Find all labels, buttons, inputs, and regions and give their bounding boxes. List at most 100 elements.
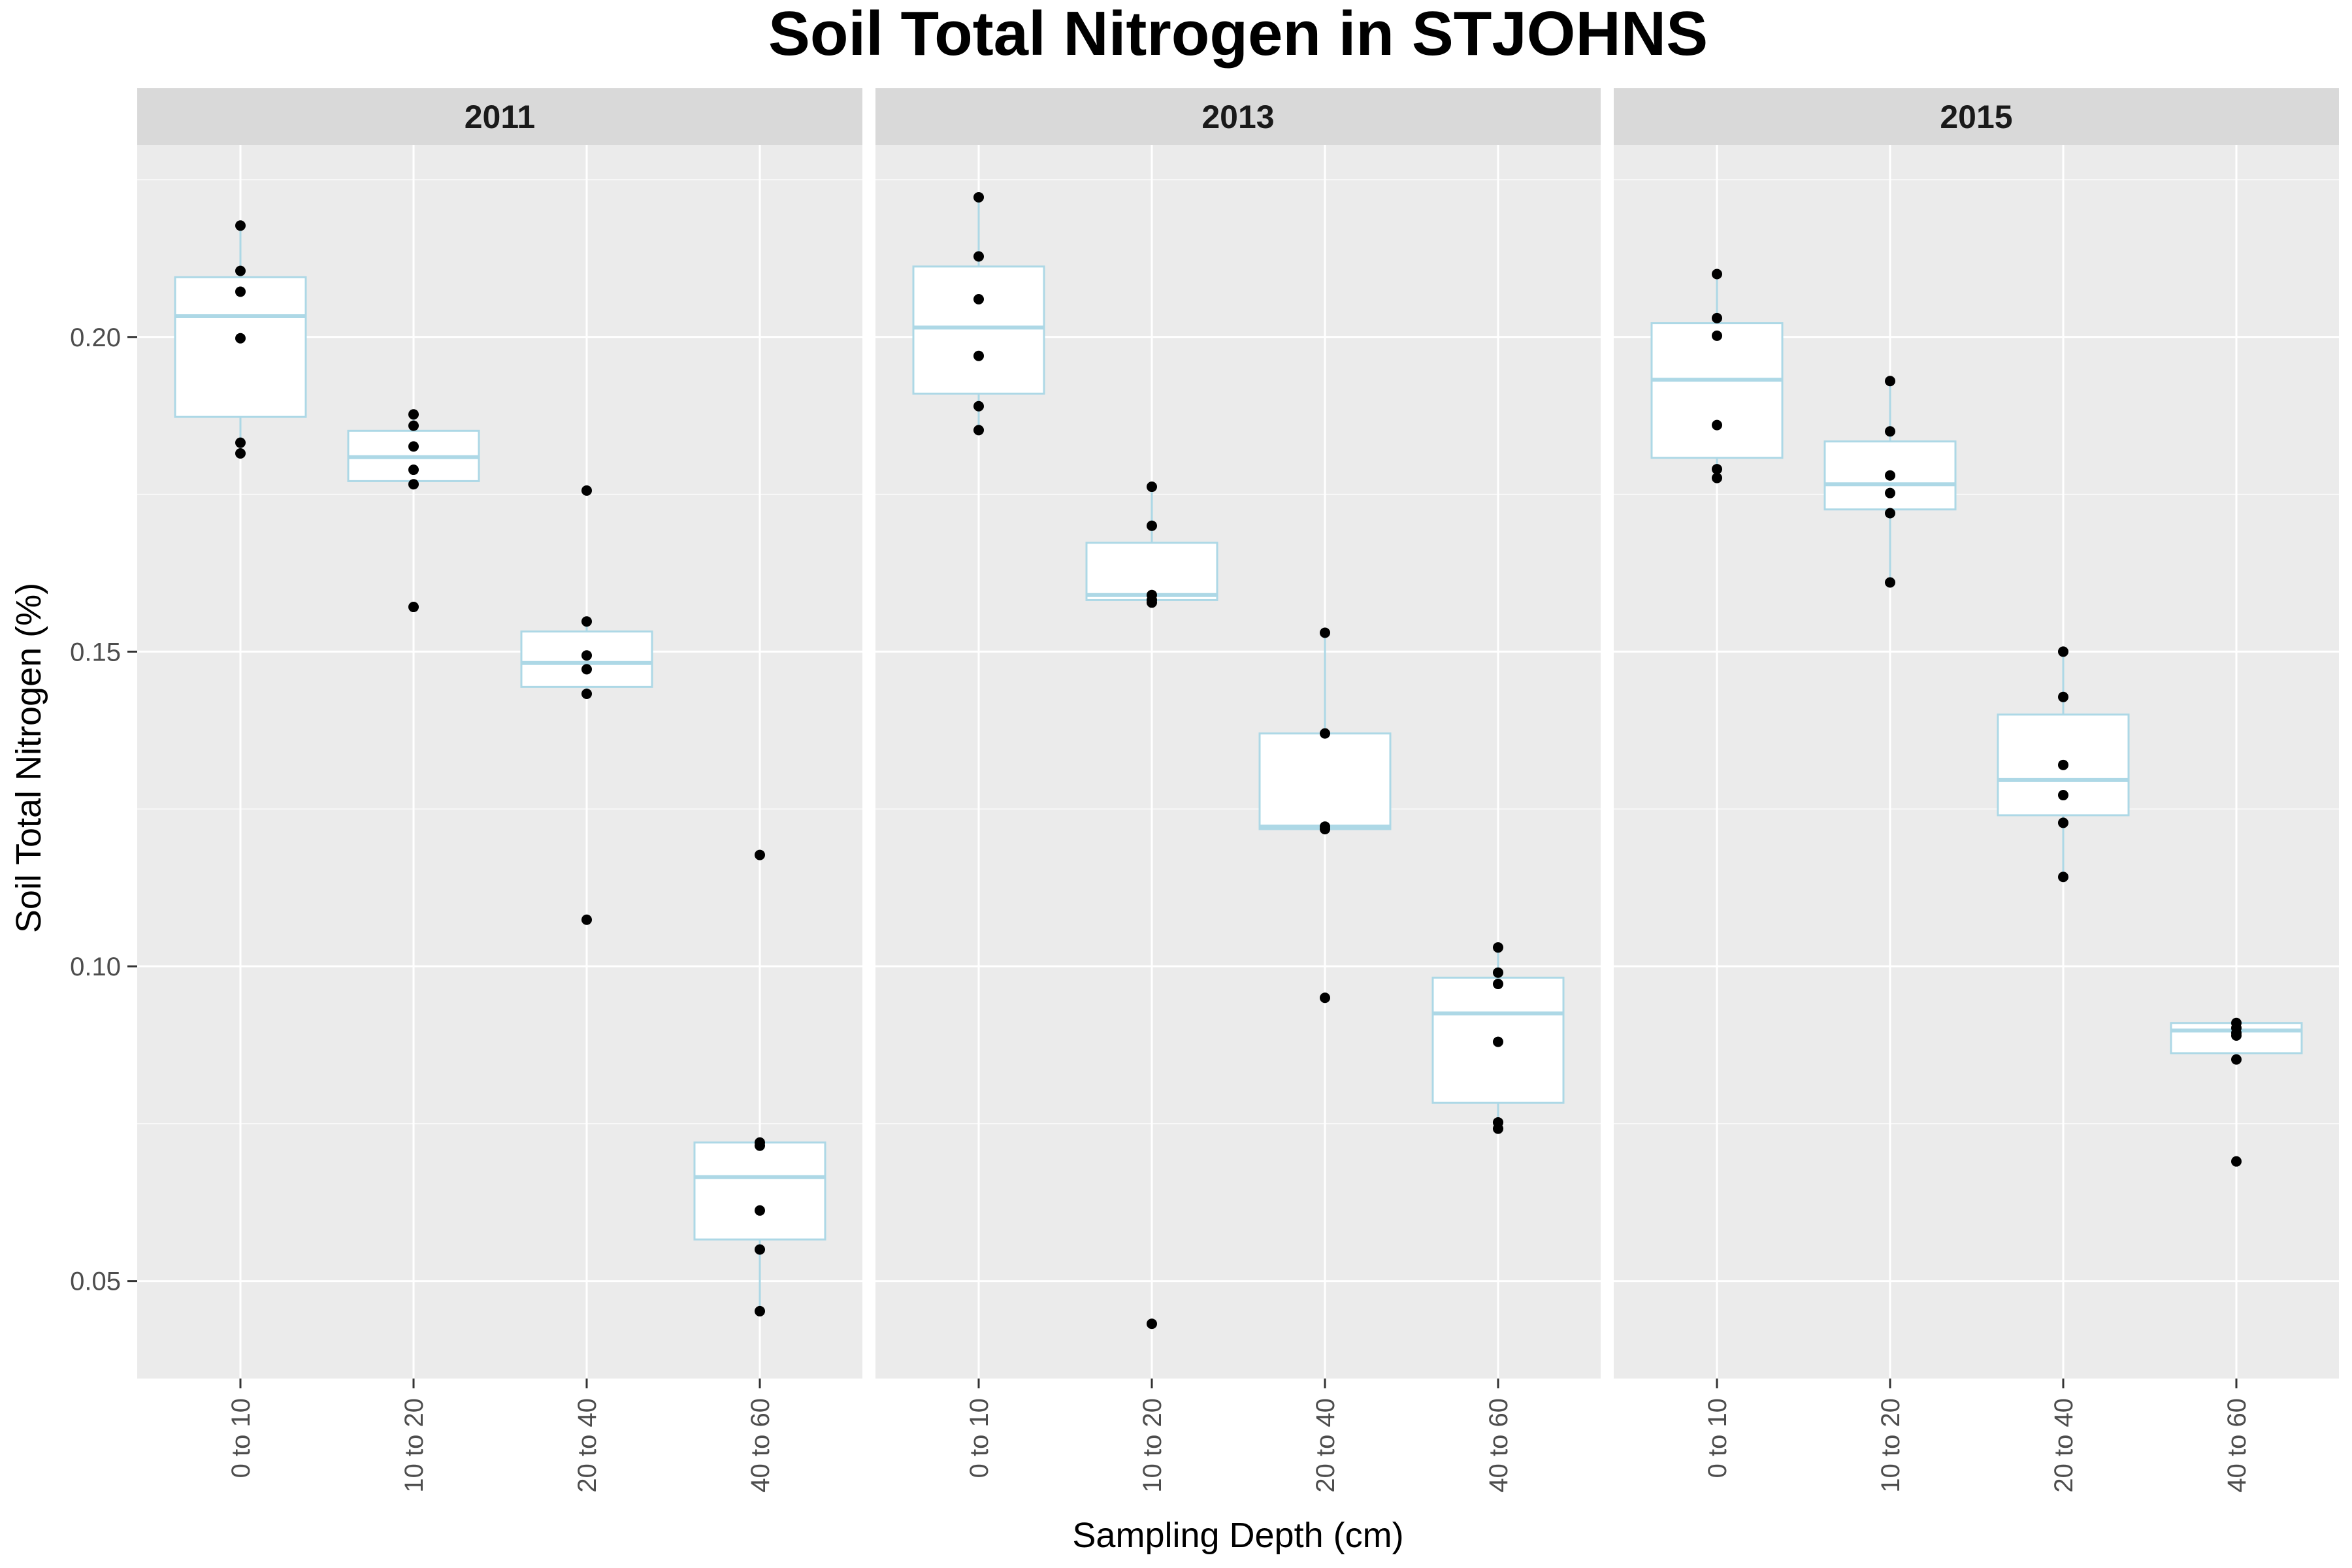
data-point xyxy=(408,465,419,476)
panels-layer: 2011 0 to 10 10 to 20 20 to 40 40 to 60 2013 0… xyxy=(137,88,2339,1493)
data-point xyxy=(973,425,984,436)
data-point xyxy=(408,420,419,431)
data-point xyxy=(581,485,592,496)
x-tick-label: 20 to 40 xyxy=(1311,1398,1340,1493)
box-iqr xyxy=(174,276,307,418)
data-point xyxy=(755,1205,765,1216)
box-2013-0-to-10 xyxy=(912,191,1045,436)
data-point xyxy=(1712,419,1722,431)
data-point xyxy=(755,1140,765,1151)
data-point xyxy=(1885,487,1895,498)
data-point xyxy=(1493,942,1503,953)
data-point xyxy=(973,350,984,361)
data-point xyxy=(581,688,592,699)
box-2013-20-to-40 xyxy=(1258,627,1392,1004)
facet-strip-label: 2015 xyxy=(1940,99,2012,135)
data-point xyxy=(1712,312,1722,323)
data-point xyxy=(1493,1123,1503,1134)
data-point xyxy=(973,251,984,262)
data-point xyxy=(408,441,419,452)
data-point xyxy=(1712,464,1722,475)
data-point xyxy=(2231,1030,2242,1041)
box-iqr xyxy=(1650,322,1784,459)
data-point xyxy=(1885,508,1895,519)
y-tick-label: 0.05 xyxy=(70,1267,121,1296)
data-point xyxy=(235,286,246,297)
x-axis-label: Sampling Depth (cm) xyxy=(1072,1516,1403,1555)
data-point xyxy=(1493,1036,1503,1047)
data-point xyxy=(2231,1156,2242,1167)
panel-2011: 2011 0 to 10 10 to 20 20 to 40 40 to 60 xyxy=(137,88,862,1493)
data-point xyxy=(2058,646,2068,657)
data-point xyxy=(235,448,246,459)
y-axis: 0.05 0.10 0.15 0.20 xyxy=(70,323,137,1296)
x-tick-label: 10 to 20 xyxy=(400,1398,429,1493)
box-iqr xyxy=(1258,732,1392,830)
x-tick-label: 40 to 60 xyxy=(2223,1398,2251,1493)
panel-2015: 2015 0 to 10 10 to 20 20 to 40 40 to 60 xyxy=(1614,88,2339,1493)
x-tick-label: 0 to 10 xyxy=(965,1398,994,1478)
data-point xyxy=(1147,1318,1157,1330)
data-point xyxy=(235,220,246,231)
box-iqr xyxy=(693,1141,826,1241)
box-2011-0-to-10 xyxy=(174,220,307,459)
y-tick-label: 0.20 xyxy=(70,323,121,352)
data-point xyxy=(408,602,419,613)
chart-title: Soil Total Nitrogen in STJOHNS xyxy=(768,0,1708,69)
data-point xyxy=(755,849,765,860)
data-point xyxy=(755,1244,765,1255)
data-point xyxy=(581,664,592,675)
data-point xyxy=(973,294,984,304)
box-iqr xyxy=(912,265,1045,395)
data-point xyxy=(1712,472,1722,483)
data-point xyxy=(2058,790,2068,801)
y-axis-label: Soil Total Nitrogen (%) xyxy=(9,583,48,933)
data-point xyxy=(235,437,246,448)
data-point xyxy=(1712,330,1722,341)
data-point xyxy=(2231,1054,2242,1065)
x-tick-label: 40 to 60 xyxy=(1484,1398,1513,1493)
data-point xyxy=(235,265,246,276)
box-2011-10-to-20 xyxy=(347,409,480,613)
x-tick-label: 10 to 20 xyxy=(1138,1398,1167,1493)
box-2013-40-to-60 xyxy=(1431,942,1565,1134)
data-point xyxy=(1147,520,1157,531)
data-point xyxy=(1712,269,1722,280)
y-tick-label: 0.10 xyxy=(70,953,121,981)
data-point xyxy=(408,409,419,420)
data-point xyxy=(2058,817,2068,828)
data-point xyxy=(1320,627,1330,638)
data-point xyxy=(408,479,419,490)
data-point xyxy=(1147,597,1157,608)
data-point xyxy=(1493,967,1503,978)
box-2015-10-to-20 xyxy=(1823,376,1957,588)
box-2015-20-to-40 xyxy=(1997,646,2130,883)
box-2015-0-to-10 xyxy=(1650,269,1784,483)
panel-2013: 2013 0 to 10 10 to 20 20 to 40 40 to 60 xyxy=(875,88,1601,1493)
x-tick-label: 0 to 10 xyxy=(1703,1398,1732,1478)
x-tick-label: 20 to 40 xyxy=(2050,1398,2078,1493)
x-tick-label: 10 to 20 xyxy=(1876,1398,1905,1493)
data-point xyxy=(581,914,592,925)
facet-strip-label: 2011 xyxy=(465,99,535,135)
data-point xyxy=(1885,577,1895,588)
box-2013-10-to-20 xyxy=(1085,482,1218,1330)
x-tick-label: 20 to 40 xyxy=(573,1398,602,1493)
x-tick-label: 40 to 60 xyxy=(746,1398,775,1493)
data-point xyxy=(973,191,984,203)
box-2011-20-to-40 xyxy=(520,485,653,925)
x-tick-label: 0 to 10 xyxy=(227,1398,255,1478)
data-point xyxy=(1147,482,1157,493)
box-2015-40-to-60 xyxy=(2170,1017,2303,1167)
y-tick-label: 0.15 xyxy=(70,638,121,666)
data-point xyxy=(1320,728,1330,739)
data-point xyxy=(581,616,592,627)
box-2011-40-to-60 xyxy=(693,849,826,1316)
data-point xyxy=(973,400,984,412)
data-point xyxy=(1320,824,1330,835)
data-point xyxy=(2058,691,2068,702)
data-point xyxy=(235,333,246,344)
data-point xyxy=(2058,759,2068,770)
data-point xyxy=(1320,992,1330,1004)
